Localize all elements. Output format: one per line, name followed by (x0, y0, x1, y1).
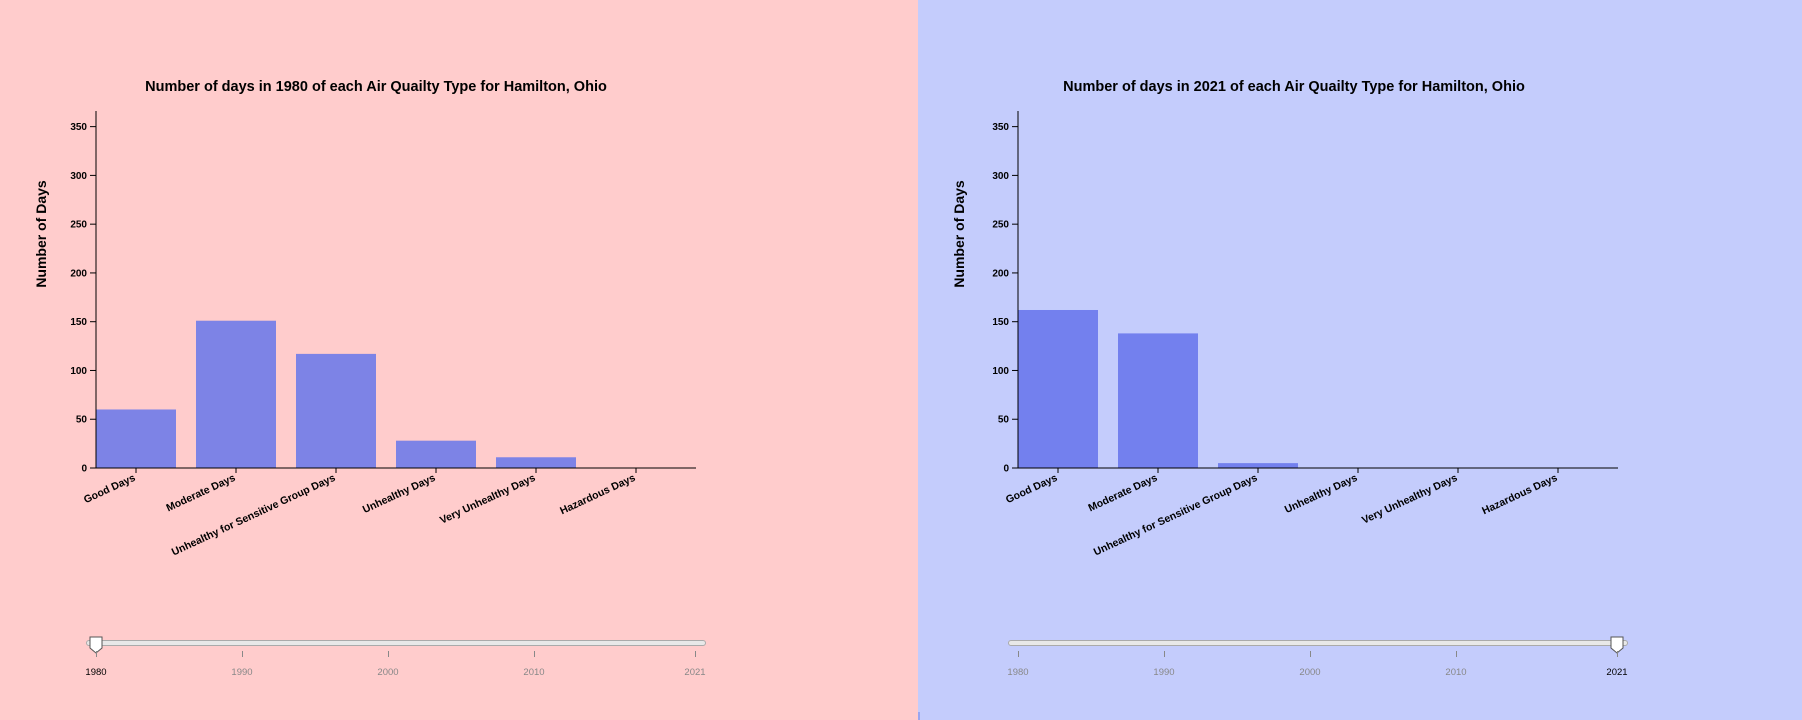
year-slider-handle[interactable] (1610, 636, 1624, 654)
slider-label-2010: 2010 (523, 667, 545, 678)
year-slider-track[interactable] (86, 640, 706, 646)
bar-good-days (1018, 309, 1098, 468)
x-tick-label: Very Unhealthy Days (1360, 472, 1459, 527)
bar-chart: 0 50 100 150 200 250 300 350 Good Days Moderate D… (70, 111, 696, 559)
y-tick-label: 300 (70, 171, 87, 182)
x-tick-label: Moderate Days (1086, 472, 1159, 515)
right-panel: Number of days in 2021 of each Air Quail… (918, 0, 1802, 720)
y-tick-label: 200 (992, 268, 1009, 279)
slider-label-1980: 1980 (85, 667, 107, 678)
slider-tick (1164, 651, 1165, 657)
year-slider-handle[interactable] (89, 636, 103, 654)
x-tick-label: Unhealthy for Sensitive Group Days (170, 472, 338, 559)
divider-mark (918, 712, 920, 720)
bar-unhealthy-for-sensitive-group-days (1218, 463, 1298, 468)
x-tick-label: Hazardous Days (1480, 472, 1559, 517)
chart-title: Number of days in 2021 of each Air Quail… (1063, 79, 1525, 95)
slider-label-1980: 1980 (1007, 667, 1029, 678)
y-tick-label: 50 (76, 415, 88, 426)
slider-tick (388, 651, 389, 657)
x-tick-label: Hazardous Days (558, 472, 637, 517)
x-tick-label: Good Days (1004, 472, 1059, 506)
bar-good-days (96, 409, 176, 468)
y-tick-label: 200 (70, 268, 87, 279)
slider-label-2021: 2021 (1606, 667, 1628, 678)
x-tick-label: Very Unhealthy Days (438, 472, 537, 527)
slider-tick (242, 651, 243, 657)
x-tick-label: Moderate Days (164, 472, 237, 515)
slider-tick (534, 651, 535, 657)
chart-title: Number of days in 1980 of each Air Quail… (145, 79, 607, 95)
x-tick-label: Unhealthy for Sensitive Group Days (1092, 472, 1260, 559)
slider-label-2000: 2000 (1299, 667, 1321, 678)
bar-chart: 0 50 100 150 200 250 300 350 Good Days Moderate D… (992, 111, 1618, 559)
left-panel: Number of days in 1980 of each Air Quail… (0, 0, 918, 720)
y-tick-label: 150 (70, 317, 87, 328)
bar-unhealthy-for-sensitive-group-days (296, 353, 376, 468)
slider-label-1990: 1990 (231, 667, 253, 678)
y-tick-label: 300 (992, 171, 1009, 182)
y-tick-label: 100 (992, 366, 1009, 377)
y-tick-label: 50 (998, 415, 1010, 426)
slider-tick (1018, 651, 1019, 657)
y-tick-label: 100 (70, 366, 87, 377)
x-tick-label: Unhealthy Days (361, 472, 438, 516)
x-tick-label: Unhealthy Days (1283, 472, 1360, 516)
year-slider-track[interactable] (1008, 640, 1628, 646)
bar-very-unhealthy-days (496, 457, 576, 468)
bar-moderate-days (1118, 333, 1198, 468)
y-tick-label: 250 (70, 220, 87, 231)
bar-moderate-days (196, 320, 276, 468)
y-tick-label: 0 (81, 464, 87, 475)
bar-unhealthy-days (396, 440, 476, 468)
slider-tick (96, 651, 97, 657)
slider-label-2010: 2010 (1445, 667, 1467, 678)
y-tick-label: 350 (992, 122, 1009, 133)
x-tick-label: Good Days (82, 472, 137, 506)
y-tick-label: 350 (70, 122, 87, 133)
slider-tick (1310, 651, 1311, 657)
slider-label-1990: 1990 (1153, 667, 1175, 678)
slider-tick (695, 651, 696, 657)
slider-label-2021: 2021 (684, 667, 706, 678)
slider-label-2000: 2000 (377, 667, 399, 678)
y-tick-label: 150 (992, 317, 1009, 328)
y-tick-label: 250 (992, 220, 1009, 231)
y-tick-label: 0 (1003, 464, 1009, 475)
slider-tick (1456, 651, 1457, 657)
slider-tick (1617, 651, 1618, 657)
